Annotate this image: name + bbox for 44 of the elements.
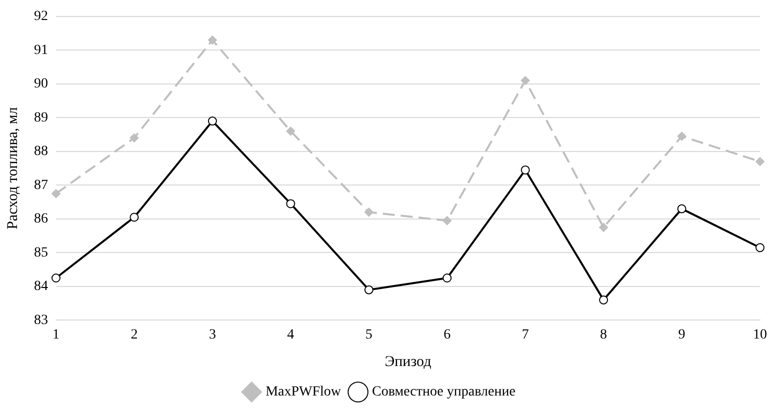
point	[599, 295, 608, 304]
point	[208, 116, 217, 126]
y-axis-title: Расход топлива, мл	[4, 106, 21, 230]
y-tick-label: 87	[34, 178, 48, 193]
y-tick-label: 83	[34, 312, 48, 328]
point	[520, 76, 530, 86]
x-tick-label: 5	[365, 327, 372, 342]
legend-label: MaxPWFlow	[266, 384, 342, 400]
point	[599, 222, 608, 232]
y-tick-label: 84	[34, 279, 48, 294]
point	[756, 157, 764, 166]
x-tick-label: 10	[753, 327, 767, 342]
point	[208, 36, 217, 45]
x-tick-label: 1	[52, 327, 60, 342]
y-tick-label: 89	[34, 110, 48, 126]
point	[677, 132, 686, 141]
point	[52, 189, 60, 198]
point	[677, 204, 686, 214]
point	[286, 199, 296, 208]
point	[364, 208, 374, 217]
legend-label: Совместное управление	[372, 384, 516, 400]
y-tick-label: 86	[34, 212, 48, 227]
point	[130, 133, 139, 142]
y-tick-label: 88	[34, 144, 48, 160]
x-tick-label: 9	[678, 327, 686, 342]
point	[130, 212, 139, 222]
y-tick-label: 91	[34, 42, 48, 58]
point	[52, 274, 60, 283]
y-tick-label: 92	[34, 9, 48, 24]
point	[286, 126, 296, 136]
point	[756, 243, 764, 252]
x-tick-label: 4	[287, 327, 294, 342]
point	[364, 285, 374, 294]
point	[442, 216, 452, 226]
x-tick-label: 3	[208, 327, 216, 342]
x-tick-label: 8	[600, 327, 608, 342]
x-tick-label: 2	[130, 327, 138, 342]
point	[442, 274, 452, 283]
point	[520, 165, 530, 174]
x-axis-title: Эпизод	[384, 354, 432, 370]
y-tick-label: 90	[34, 76, 48, 92]
x-tick-label: 7	[522, 327, 529, 342]
y-tick-label: 85	[34, 245, 48, 260]
x-tick-label: 6	[444, 327, 451, 342]
